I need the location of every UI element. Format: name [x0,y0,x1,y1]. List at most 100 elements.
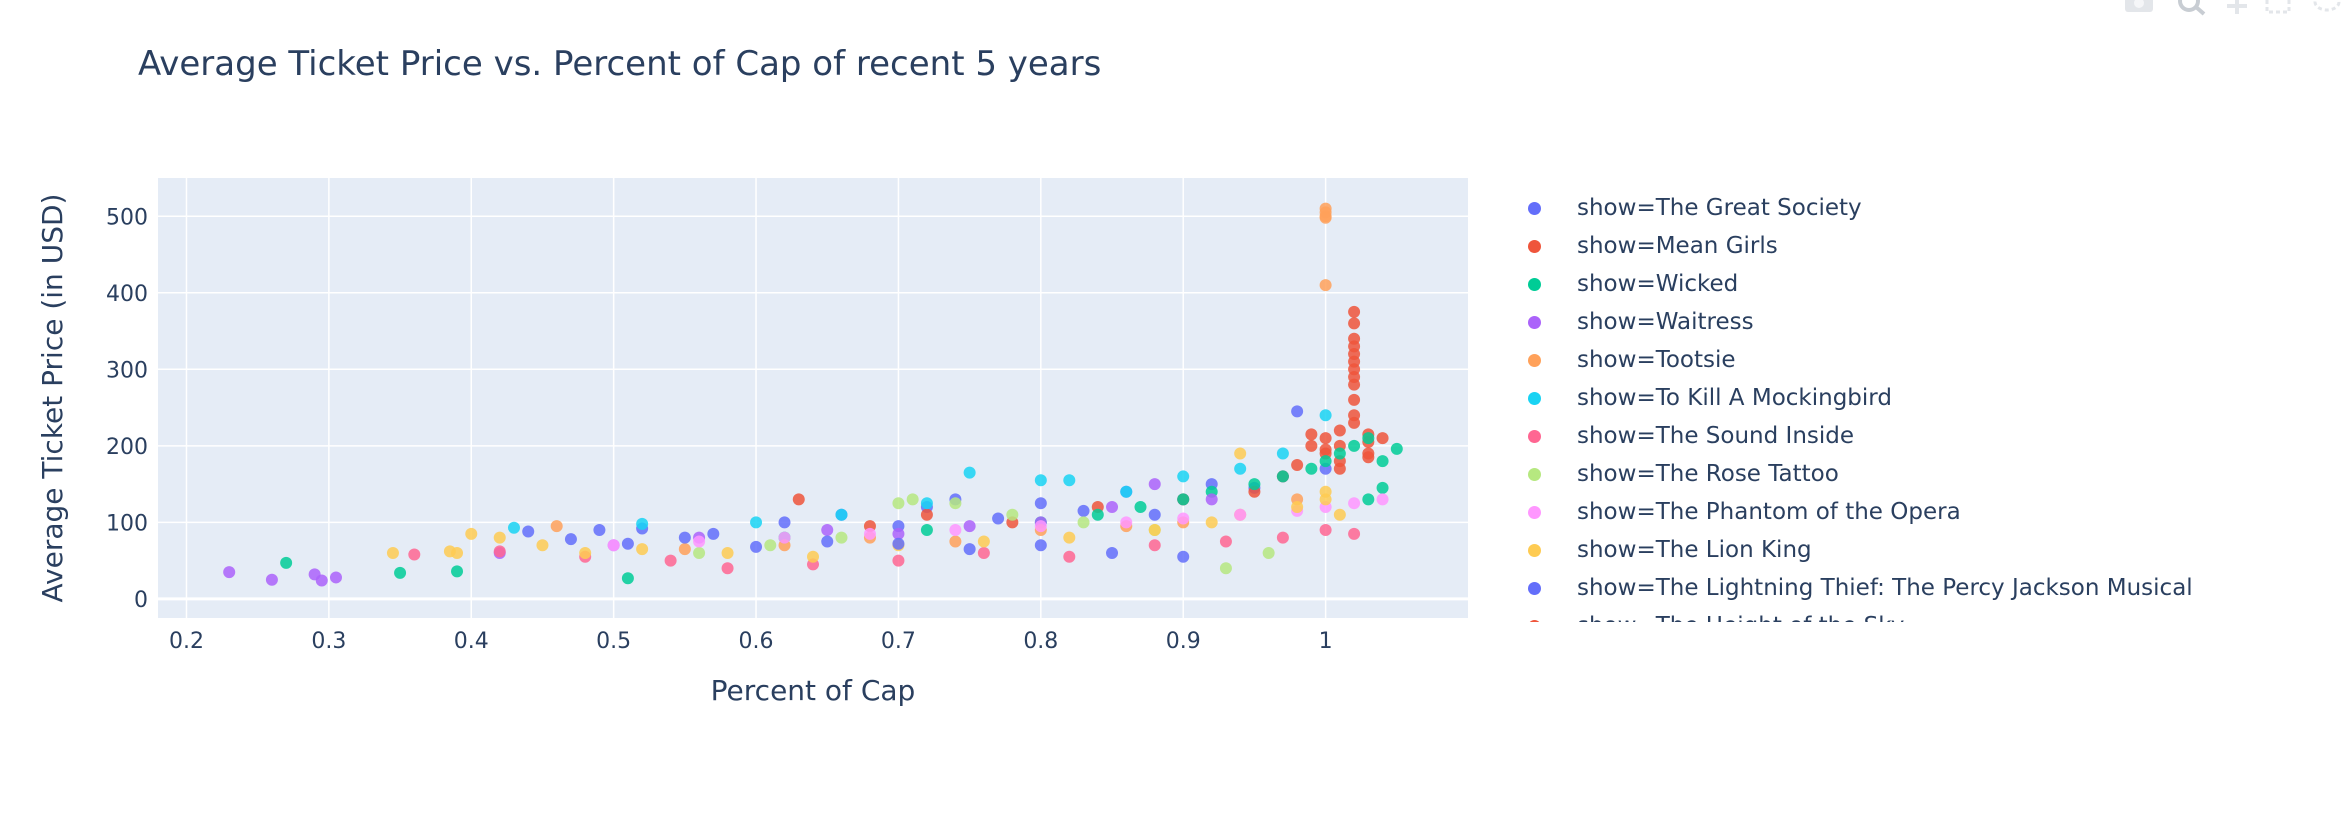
data-point[interactable] [1333,508,1346,521]
data-point[interactable] [1234,508,1247,521]
lasso-select-icon[interactable] [2313,0,2341,12]
legend-item[interactable]: show=The Great Society [1520,192,1862,224]
data-point[interactable] [992,512,1005,525]
data-point[interactable] [579,546,592,559]
data-point[interactable] [1248,478,1261,491]
data-point[interactable] [920,524,933,536]
data-point[interactable] [1319,485,1332,498]
data-point[interactable] [607,539,620,552]
data-point[interactable] [892,537,905,550]
data-point[interactable] [1177,493,1190,506]
data-point[interactable] [1319,210,1332,223]
data-point[interactable] [1319,409,1332,422]
data-point[interactable] [386,546,399,559]
data-point[interactable] [621,572,634,585]
data-point[interactable] [280,556,293,569]
data-point[interactable] [493,545,506,558]
data-point[interactable] [1348,317,1361,330]
legend-item[interactable]: show=The Height of the Sky [1520,610,1904,622]
data-point[interactable] [1077,504,1090,517]
data-point[interactable] [1219,562,1232,575]
data-point[interactable] [636,517,649,530]
data-point[interactable] [1106,546,1119,559]
data-point[interactable] [1177,550,1190,563]
data-point[interactable] [1063,550,1076,563]
data-point[interactable] [408,548,421,561]
data-point[interactable] [707,527,720,540]
data-point[interactable] [1362,451,1375,464]
data-point[interactable] [906,493,919,506]
data-point[interactable] [1348,527,1361,540]
data-point[interactable] [1262,546,1275,559]
data-point[interactable] [1333,447,1346,460]
data-point[interactable] [1063,474,1076,487]
data-point[interactable] [835,508,848,521]
legend-item[interactable]: show=The Sound Inside [1520,420,1854,452]
data-point[interactable] [1276,447,1289,460]
data-point[interactable] [792,493,805,506]
data-point[interactable] [892,554,905,567]
data-point[interactable] [1291,458,1304,471]
data-point[interactable] [536,539,549,552]
camera-icon[interactable] [2125,0,2153,12]
data-point[interactable] [1120,485,1133,498]
data-point[interactable] [1205,516,1218,529]
data-point[interactable] [963,520,976,533]
data-point[interactable] [1219,535,1232,548]
data-point[interactable] [1348,439,1361,452]
data-point[interactable] [493,531,506,544]
data-point[interactable] [764,539,777,552]
data-point[interactable] [863,527,876,540]
legend-item[interactable]: show=The Lion King [1520,534,1812,566]
data-point[interactable] [1348,305,1361,318]
data-point[interactable] [1348,497,1361,510]
data-point[interactable] [977,535,990,548]
data-point[interactable] [1034,497,1047,510]
data-point[interactable] [750,516,763,529]
legend-item[interactable]: show=To Kill A Mockingbird [1520,382,1892,414]
data-point[interactable] [1376,493,1389,506]
data-point[interactable] [1319,455,1332,468]
data-point[interactable] [1376,481,1389,494]
data-point[interactable] [1234,462,1247,475]
data-point[interactable] [892,527,905,540]
data-point[interactable] [1319,432,1332,445]
data-point[interactable] [963,543,976,556]
data-point[interactable] [1276,470,1289,483]
data-point[interactable] [693,546,706,559]
data-point[interactable] [1063,531,1076,544]
data-point[interactable] [821,535,834,548]
data-point[interactable] [835,531,848,544]
data-point[interactable] [1034,474,1047,487]
data-point[interactable] [664,554,677,567]
legend-item[interactable]: show=Mean Girls [1520,230,1778,262]
data-point[interactable] [1205,493,1218,506]
data-point[interactable] [678,543,691,556]
data-point[interactable] [507,521,520,534]
data-point[interactable] [678,531,691,544]
legend-item[interactable]: show=Tootsie [1520,344,1736,376]
box-select-icon[interactable] [2265,0,2291,14]
data-point[interactable] [1376,432,1389,445]
data-point[interactable] [1390,442,1403,455]
data-point[interactable] [223,566,236,579]
data-point[interactable] [1333,462,1346,475]
data-point[interactable] [1305,439,1318,452]
data-point[interactable] [621,537,634,550]
data-point[interactable] [522,525,535,538]
legend-item[interactable]: show=The Phantom of the Opera [1520,496,1961,528]
data-point[interactable] [721,562,734,575]
data-point[interactable] [1148,539,1161,552]
data-point[interactable] [1120,516,1133,529]
data-point[interactable] [1348,393,1361,406]
data-point[interactable] [1006,508,1019,521]
data-point[interactable] [721,546,734,559]
zoom-icon[interactable] [2178,0,2206,16]
data-point[interactable] [1319,443,1332,456]
data-point[interactable] [265,573,278,586]
data-point[interactable] [1319,279,1332,292]
legend-item[interactable]: show=Waitress [1520,306,1754,338]
legend-item[interactable]: show=The Lightning Thief: The Percy Jack… [1520,572,2193,604]
data-point[interactable] [1148,508,1161,521]
data-point[interactable] [1148,478,1161,491]
